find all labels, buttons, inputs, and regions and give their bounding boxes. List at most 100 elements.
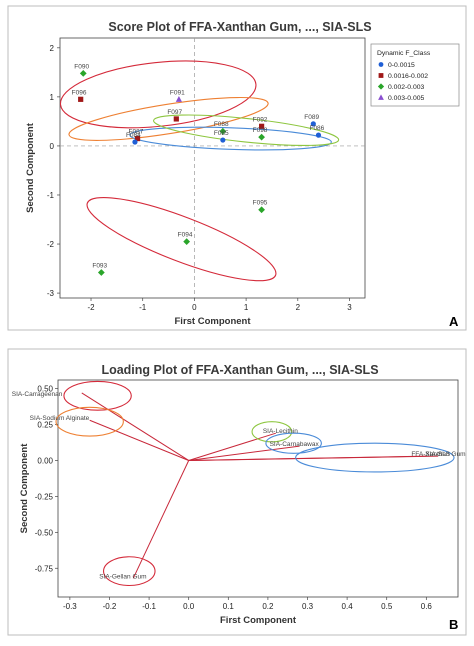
legend-box xyxy=(370,43,460,107)
score-plot-panel: Score Plot of FFA-Xanthan Gum, ..., SIA-… xyxy=(7,5,467,331)
x-axis-label: First Component xyxy=(220,615,297,626)
y-tick-label: 0.00 xyxy=(37,456,53,465)
x-tick-label: -0.2 xyxy=(103,602,117,611)
x-tick-label: 0.1 xyxy=(223,602,235,611)
x-tick-label: 1 xyxy=(244,303,249,312)
score-plot-chart: Score Plot of FFA-Xanthan Gum, ..., SIA-… xyxy=(7,5,467,331)
x-tick-label: 0.0 xyxy=(183,602,195,611)
y-tick-label: 0 xyxy=(50,142,55,151)
point-label: F097 xyxy=(167,109,182,116)
x-tick-label: 0.3 xyxy=(302,602,314,611)
point-label: F084 xyxy=(126,132,141,139)
legend-marker xyxy=(378,62,384,67)
x-tick-label: 3 xyxy=(347,303,352,312)
legend-item-label: 0.0016-0.002 xyxy=(388,73,428,80)
vector-ellipse xyxy=(251,421,293,443)
vector-ellipse xyxy=(102,556,156,587)
loading-vector xyxy=(89,419,189,461)
plot-area xyxy=(57,379,459,598)
y-axis-label: Second Component xyxy=(19,443,30,534)
x-tick-label: 0.2 xyxy=(262,602,274,611)
data-point xyxy=(173,116,179,122)
data-point xyxy=(310,121,316,127)
chart-title: Score Plot of FFA-Xanthan Gum, ..., SIA-… xyxy=(108,20,371,34)
point-label: F093 xyxy=(92,262,107,269)
point-label: F094 xyxy=(178,232,193,239)
x-tick-label: -2 xyxy=(87,303,95,312)
x-tick-label: 0 xyxy=(192,303,197,312)
vector-label: FFA-Xanthan Gum xyxy=(411,451,465,458)
data-point xyxy=(79,69,87,77)
point-label: F085 xyxy=(214,130,229,137)
legend-item-label: 0.002-0.003 xyxy=(388,84,425,91)
cluster-ellipse xyxy=(129,126,332,151)
vector-label: SIA-SLS xyxy=(425,451,451,458)
x-axis-label: First Component xyxy=(175,316,252,327)
legend-marker xyxy=(378,94,384,100)
y-tick-label: 0.25 xyxy=(37,421,53,430)
vector-label: SIA-Carrageenan xyxy=(12,391,63,398)
plot-area xyxy=(59,37,366,299)
x-tick-label: 0.6 xyxy=(421,602,433,611)
cluster-ellipse xyxy=(153,114,340,146)
data-point xyxy=(220,137,226,143)
point-label: F087 xyxy=(129,129,144,136)
vector-label: SIA-Gellan Gum xyxy=(99,573,146,580)
data-point xyxy=(78,96,84,102)
loading-vector xyxy=(81,392,189,461)
point-label: F095 xyxy=(253,200,268,207)
loading-plot-panel: Loading Plot of FFA-Xanthan Gum, ..., SI… xyxy=(0,345,474,641)
point-label: F088 xyxy=(214,121,229,128)
panel-letter: A xyxy=(449,314,459,329)
data-point xyxy=(258,206,265,214)
x-tick-label: -0.3 xyxy=(63,602,77,611)
y-tick-label: 1 xyxy=(50,93,55,102)
legend-title: Dynamic F_Class xyxy=(377,50,431,57)
vector-label: SIA-Lecithin xyxy=(263,428,298,435)
data-point xyxy=(175,95,183,102)
point-label: F092 xyxy=(253,116,268,123)
y-tick-label: -1 xyxy=(47,191,55,200)
vector-ellipse xyxy=(55,406,124,437)
data-point xyxy=(183,238,191,245)
y-tick-label: 0.50 xyxy=(37,385,53,394)
panel-letter: B xyxy=(449,617,458,632)
loading-vector xyxy=(188,432,276,461)
legend-item-label: 0-0.0015 xyxy=(388,62,415,69)
cluster-ellipse xyxy=(86,196,277,282)
point-label: F091 xyxy=(170,89,185,96)
point-label: F098 xyxy=(253,127,268,134)
vector-ellipse xyxy=(63,380,132,411)
point-label: F089 xyxy=(304,114,319,121)
legend-marker xyxy=(377,83,385,90)
y-tick-label: -0.75 xyxy=(35,564,54,573)
loading-vector xyxy=(188,455,439,461)
y-tick-label: -2 xyxy=(47,240,55,249)
vector-label: SIA-Carnabawax xyxy=(270,441,320,448)
x-tick-label: 0.5 xyxy=(381,602,393,611)
chart-title: Loading Plot of FFA-Xanthan Gum, ..., SI… xyxy=(101,363,378,377)
data-point xyxy=(258,133,265,141)
point-label: F096 xyxy=(72,89,87,96)
data-point xyxy=(259,123,265,129)
vector-ellipse xyxy=(265,432,322,454)
x-tick-label: -0.1 xyxy=(142,602,156,611)
y-axis-label: Second Component xyxy=(25,122,36,213)
data-point xyxy=(134,135,141,142)
point-label: F090 xyxy=(74,63,89,70)
legend-marker xyxy=(378,73,384,78)
vector-ellipse xyxy=(295,442,455,473)
vector-label: SIA-Sodium Alginate xyxy=(30,415,90,422)
data-point xyxy=(97,269,105,276)
y-tick-label: -3 xyxy=(47,289,55,298)
data-point xyxy=(132,139,138,145)
loading-plot-chart: Loading Plot of FFA-Xanthan Gum, ..., SI… xyxy=(7,348,467,636)
cluster-ellipse xyxy=(68,96,269,141)
legend-item-label: 0.003-0.005 xyxy=(388,95,425,102)
data-point xyxy=(315,132,322,138)
point-label: F086 xyxy=(309,125,324,132)
x-tick-label: 2 xyxy=(296,303,301,312)
y-tick-label: 2 xyxy=(50,44,55,53)
y-tick-label: -0.25 xyxy=(35,492,54,501)
data-point xyxy=(219,127,227,135)
